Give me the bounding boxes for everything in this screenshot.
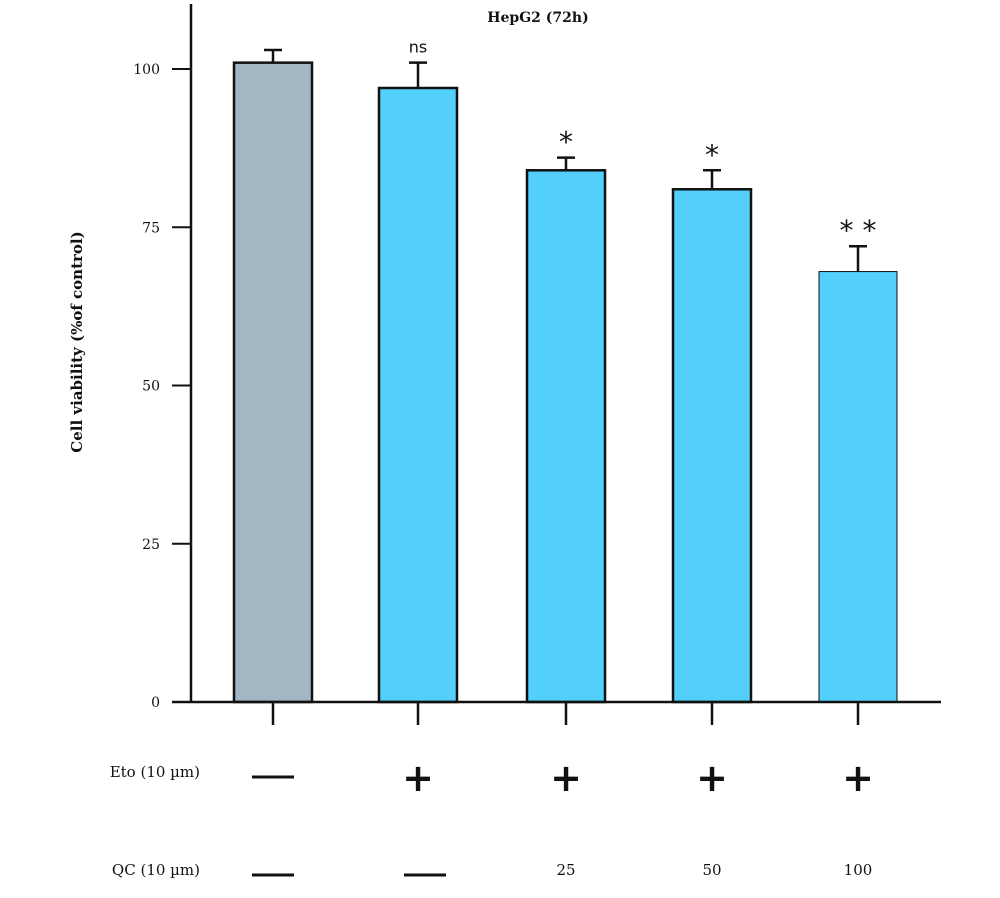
y-tick-label: 75 (142, 220, 160, 236)
bars (232, 61, 898, 704)
significance-label: ns (409, 38, 427, 57)
bar (671, 188, 753, 704)
chart-title: HepG2 (72h) (487, 10, 588, 26)
significance-annotations: ns * * * * (409, 38, 877, 248)
significance-label: * (559, 126, 573, 159)
y-tick-label: 25 (142, 537, 160, 553)
bar (525, 169, 607, 704)
treatment-plus: + (696, 756, 728, 800)
significance-label: * * (840, 214, 877, 247)
bar (818, 271, 898, 703)
treatment-table: Eto (10 µm) + + + + QC (10 µm) 25 50 100 (110, 756, 874, 879)
treatment-plus: + (550, 756, 582, 800)
y-tick-label: 0 (151, 695, 160, 711)
y-tick-label: 50 (142, 379, 160, 395)
y-axis: 0 25 50 75 100 (133, 62, 191, 711)
bar (377, 86, 459, 704)
treatment-row-label: Eto (10 µm) (110, 763, 200, 781)
error-bars (264, 48, 867, 272)
x-axis-ticks (271, 703, 860, 725)
treatment-plus: + (842, 756, 874, 800)
y-axis-label: Cell viability (%of control) (68, 231, 86, 452)
treatment-dose: 50 (702, 861, 721, 879)
significance-label: * (705, 138, 719, 171)
treatment-dose: 100 (844, 861, 873, 879)
treatment-dose: 25 (556, 861, 575, 879)
bar (232, 61, 314, 704)
y-tick-label: 100 (133, 62, 160, 78)
treatment-row-label: QC (10 µm) (112, 861, 200, 879)
treatment-plus: + (402, 756, 434, 800)
